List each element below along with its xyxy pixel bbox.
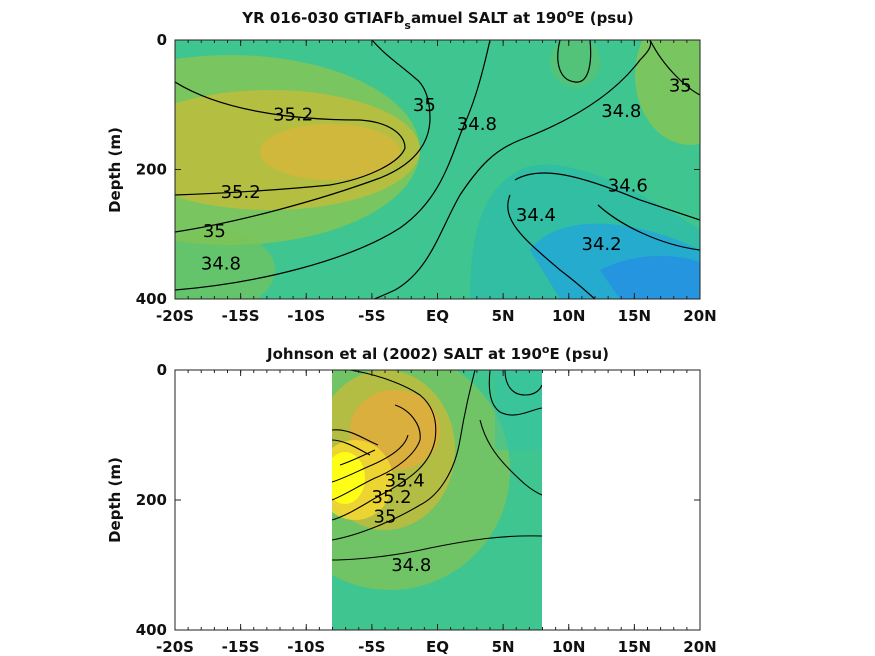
panel-top-yticks: 0 200 400 (136, 31, 700, 308)
contour-label: 35.2 (221, 182, 261, 203)
x-tick-label: 5N (492, 638, 515, 656)
x-tick-label: -5S (358, 307, 385, 325)
x-tick-label: -20S (156, 307, 194, 325)
contour-label: 35.2 (273, 104, 313, 125)
x-tick-label: 5N (492, 307, 515, 325)
contour-label: 34.8 (201, 253, 241, 274)
contour-label: 34.8 (457, 114, 497, 135)
panel-bottom-yticks: 0 200 400 (136, 361, 700, 639)
panel-top-ylabel: Depth (m) (106, 127, 124, 213)
contour-label: 34.4 (516, 205, 556, 226)
x-tick-label: -10S (287, 307, 325, 325)
panel-bottom-title: Johnson et al (2002) SALT at 190oE (psu) (266, 343, 609, 363)
contour-label: 34.2 (582, 234, 622, 255)
x-tick-label: -15S (222, 638, 260, 656)
x-tick-label: -10S (287, 638, 325, 656)
panel-top: YR 016-030 GTIAFbsamuel SALT at 190oE (p… (106, 7, 717, 325)
panel-bottom: Johnson et al (2002) SALT at 190oE (psu) (106, 343, 717, 656)
contour-label: 35.4 (385, 471, 425, 492)
x-tick-label: 10N (552, 638, 585, 656)
contour-label: 35 (203, 221, 226, 242)
contour-label: 35 (669, 75, 692, 96)
contour-label: 34.8 (391, 555, 431, 576)
contour-label: 34.6 (608, 176, 648, 197)
contour-label: 35.2 (372, 487, 412, 508)
panel-top-xticks: -20S -15S -10S -5S EQ 5N 10N 15N 20N (156, 40, 717, 325)
y-tick-label: 200 (136, 491, 167, 509)
x-tick-label: 10N (552, 307, 585, 325)
panel-bottom-contours (332, 370, 542, 561)
y-tick-label: 0 (157, 31, 167, 49)
contour-label: 35 (413, 95, 436, 116)
x-tick-label: -15S (222, 307, 260, 325)
x-tick-label: 20N (683, 307, 716, 325)
y-tick-label: 400 (136, 621, 167, 639)
panel-bottom-ylabel: Depth (m) (106, 457, 124, 543)
y-tick-label: 0 (157, 361, 167, 379)
panel-top-contour-labels: 35.2 35 34.8 35.2 35 34.8 34.8 35 34.6 34.4 34.2 (201, 75, 692, 274)
x-tick-label: EQ (426, 307, 449, 325)
contour-label: 34.8 (601, 101, 641, 122)
x-tick-label: 15N (618, 307, 651, 325)
contour-label: 35 (374, 506, 397, 527)
x-tick-label: -20S (156, 638, 194, 656)
y-tick-label: 400 (136, 290, 167, 308)
x-tick-label: 15N (618, 638, 651, 656)
x-tick-label: 20N (683, 638, 716, 656)
panel-bottom-xticks: -20S -15S -10S -5S EQ 5N 10N 15N 20N (156, 370, 717, 656)
panel-top-field: 35.2 35 34.8 35.2 35 34.8 34.8 35 34.6 34.4 34.2 (175, 40, 700, 299)
panel-top-contours (175, 40, 700, 299)
y-tick-label: 200 (136, 161, 167, 179)
x-tick-label: EQ (426, 638, 449, 656)
x-tick-label: -5S (358, 638, 385, 656)
panel-top-title: YR 016-030 GTIAFbsamuel SALT at 190oE (p… (241, 7, 634, 32)
